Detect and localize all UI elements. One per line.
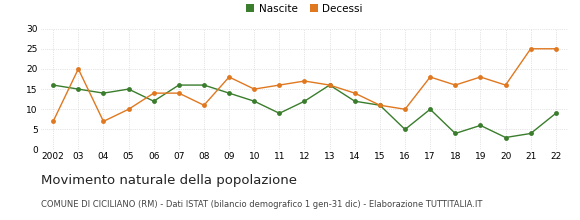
Legend: Nascite, Decessi: Nascite, Decessi (242, 0, 367, 18)
Text: COMUNE DI CICILIANO (RM) - Dati ISTAT (bilancio demografico 1 gen-31 dic) - Elab: COMUNE DI CICILIANO (RM) - Dati ISTAT (b… (41, 200, 482, 209)
Text: Movimento naturale della popolazione: Movimento naturale della popolazione (41, 174, 296, 187)
